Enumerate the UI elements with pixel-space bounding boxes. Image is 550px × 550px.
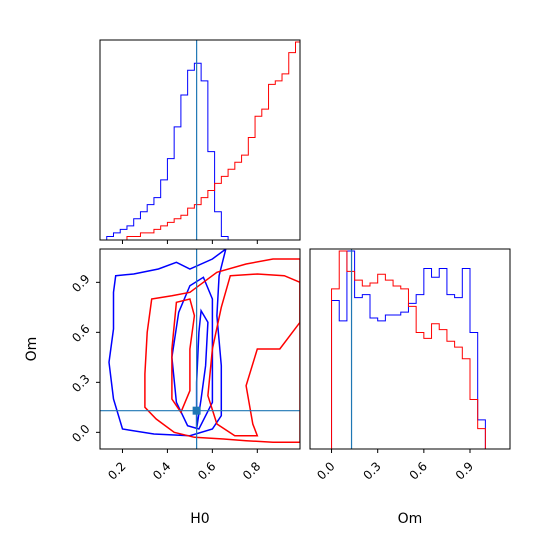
panel-hist-Om: 0.0 0.3 0.6 0.9 xyxy=(309,248,511,483)
panel-frame xyxy=(309,248,511,450)
plot-area xyxy=(100,249,300,449)
histogram-series-1 xyxy=(316,250,494,449)
x-tick-label: 0.2 xyxy=(105,459,128,482)
x-tick-label: 0.0 xyxy=(314,459,337,482)
panel-frame xyxy=(99,248,301,450)
panel-contour-H0-Om: 0.0 0.3 0.6 0.9 0.2 0.4 0.6 0.8 xyxy=(69,248,301,483)
contour-series-1-level-1 xyxy=(207,273,300,437)
x-axis-title-Om: Om xyxy=(398,511,423,527)
y-axis-title-Om: Om xyxy=(24,337,40,362)
histogram-series-1 xyxy=(100,41,300,240)
contour-series-1-level-2 xyxy=(171,298,196,414)
y-tick-label: 0.3 xyxy=(69,372,92,395)
contour-series-0-level-0 xyxy=(108,249,227,437)
x-tick-label: 0.4 xyxy=(150,459,173,482)
x-tick-label: 0.3 xyxy=(360,459,383,482)
x-tick-label: 0.6 xyxy=(195,459,218,482)
x-tick-label: 0.8 xyxy=(240,459,263,482)
panel-hist-H0 xyxy=(99,39,301,244)
y-tick-label: 0.9 xyxy=(69,272,92,295)
x-axis-title-H0: H0 xyxy=(190,511,209,527)
y-tick-label: 0.0 xyxy=(69,422,92,445)
histogram-series-0 xyxy=(316,250,509,449)
panel-frame xyxy=(99,39,301,241)
truth-marker xyxy=(192,406,201,415)
contour-series-1-level-0 xyxy=(144,258,300,444)
y-tick-label: 0.6 xyxy=(69,322,92,345)
histogram-series-0 xyxy=(100,62,249,240)
plot-area xyxy=(316,249,509,449)
x-tick-label: 0.9 xyxy=(453,459,476,482)
x-tick-label: 0.6 xyxy=(407,459,430,482)
plot-area xyxy=(100,40,300,240)
contour-series-0-level-1 xyxy=(171,276,214,430)
